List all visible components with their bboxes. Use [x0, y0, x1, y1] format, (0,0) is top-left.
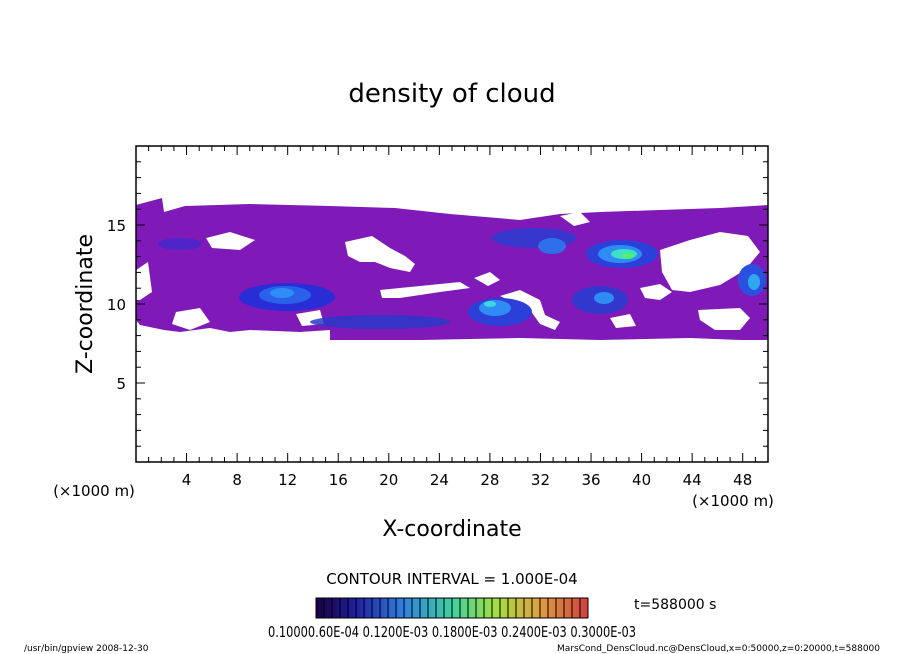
x-tick-label: 44 [683, 471, 702, 489]
chart-title: density of cloud [348, 79, 555, 109]
x-axis-ticks: 4 8 12 16 20 24 28 32 36 40 44 48 [148, 146, 756, 489]
x-tick-label: 8 [232, 471, 242, 489]
cloud-gaps [136, 212, 760, 330]
x-tick-label: 24 [430, 471, 449, 489]
x-tick-label: 20 [379, 471, 398, 489]
y-axis-label: Z-coordinate [73, 234, 98, 374]
y-axis-ticks: 5 10 15 [107, 161, 768, 447]
time-label: t=588000 s [634, 597, 716, 613]
y-tick-label: 15 [107, 217, 126, 235]
colorbar-divisions [323, 598, 581, 618]
z-axis-unit: (×1000 m) [53, 482, 135, 500]
x-tick-label: 48 [733, 471, 752, 489]
x-tick-label: 12 [278, 471, 297, 489]
footer-right: MarsCond_DensCloud.nc@DensCloud,x=0:5000… [557, 644, 880, 654]
x-tick-label: 32 [531, 471, 550, 489]
x-tick-label: 28 [480, 471, 499, 489]
x-tick-label: 4 [182, 471, 192, 489]
y-tick-label: 5 [116, 375, 126, 393]
x-axis-unit: (×1000 m) [692, 492, 774, 510]
density-blobs [158, 228, 766, 329]
plot-content [136, 198, 768, 340]
y-tick-label: 10 [107, 296, 126, 314]
colorbar-labels: 0.10000.60E-04 0.1200E-03 0.1800E-03 0.2… [268, 623, 636, 641]
x-tick-label: 40 [632, 471, 651, 489]
contour-interval: CONTOUR INTERVAL = 1.000E-04 [326, 570, 577, 588]
colorbar [315, 597, 589, 619]
x-tick-label: 16 [329, 471, 348, 489]
x-axis-label: X-coordinate [382, 517, 521, 542]
footer-left: /usr/bin/gpview 2008-12-30 [24, 644, 149, 654]
x-tick-label: 36 [581, 471, 600, 489]
